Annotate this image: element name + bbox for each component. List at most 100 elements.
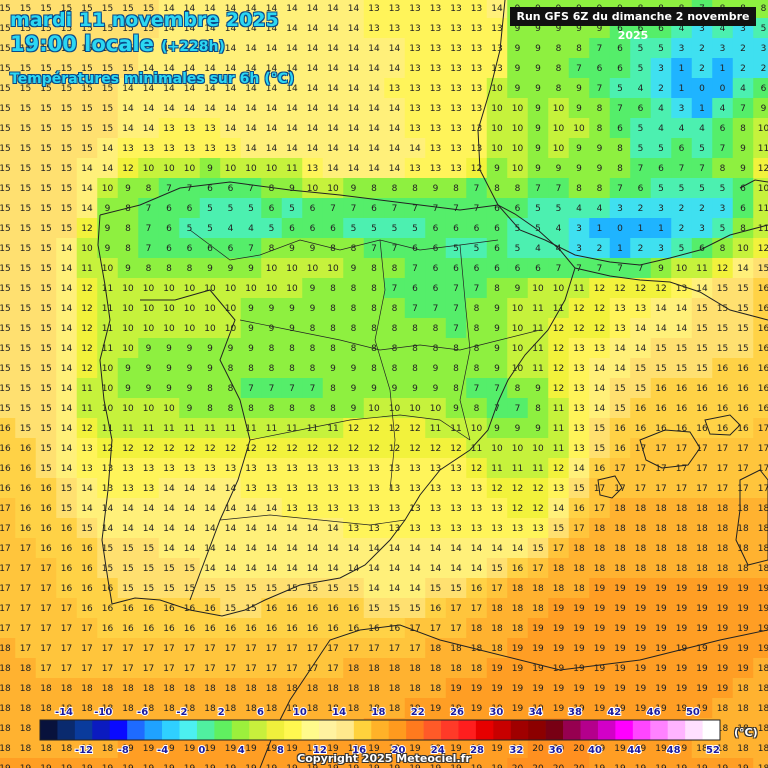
temperature-cell xyxy=(158,218,180,239)
grid-value: 14 xyxy=(245,144,257,154)
grid-value: 17 xyxy=(245,644,256,654)
temperature-cell xyxy=(609,118,631,139)
temperature-cell xyxy=(302,218,324,239)
grid-value: 17 xyxy=(758,464,768,474)
grid-value: 8 xyxy=(269,364,275,374)
grid-value: 11 xyxy=(81,384,92,394)
grid-value: 10 xyxy=(122,284,134,294)
temperature-cell xyxy=(445,98,467,119)
temperature-cell xyxy=(671,218,693,239)
grid-value: 11 xyxy=(512,464,523,474)
grid-value: 18 xyxy=(758,564,768,574)
grid-value: 16 xyxy=(717,424,729,434)
temperature-cell xyxy=(753,98,768,119)
grid-value: 4 xyxy=(720,104,726,114)
grid-value: 10 xyxy=(245,164,257,174)
grid-value: 13 xyxy=(450,84,461,94)
temperature-cell xyxy=(732,238,754,259)
temperature-cell xyxy=(15,138,37,159)
grid-value: 12 xyxy=(553,364,564,374)
temperature-cell xyxy=(712,238,734,259)
grid-value: 17 xyxy=(143,644,154,654)
grid-value: 11 xyxy=(163,424,174,434)
grid-value: 17 xyxy=(40,644,51,654)
grid-value: 9 xyxy=(166,364,172,374)
grid-value: 8 xyxy=(392,344,398,354)
grid-value: 13 xyxy=(225,464,236,474)
grid-value: 18 xyxy=(348,684,360,694)
grid-value: 4 xyxy=(576,204,582,214)
grid-value: 19 xyxy=(573,664,585,674)
grid-value: 17 xyxy=(737,464,748,474)
grid-value: 9 xyxy=(515,284,521,294)
grid-value: 15 xyxy=(20,404,31,414)
grid-value: 5 xyxy=(638,44,644,54)
grid-value: 14 xyxy=(348,64,360,74)
grid-value: 14 xyxy=(61,284,73,294)
temperature-cell xyxy=(425,158,447,179)
temperature-cell xyxy=(0,98,16,119)
grid-value: 8 xyxy=(761,4,767,14)
grid-value: 17 xyxy=(737,484,748,494)
temperature-cell xyxy=(322,158,344,179)
grid-value: 8 xyxy=(269,344,275,354)
temperature-cell xyxy=(15,38,37,59)
grid-value: 19 xyxy=(635,664,647,674)
grid-value: 17 xyxy=(61,624,72,634)
legend-tick-label: -6 xyxy=(137,707,148,718)
legend-swatch xyxy=(441,720,459,740)
grid-value: 14 xyxy=(368,164,380,174)
temperature-cell xyxy=(322,18,344,39)
grid-value: 10 xyxy=(512,344,524,354)
grid-value: 6 xyxy=(412,244,418,254)
temperature-cell xyxy=(97,78,119,99)
grid-value: 1 xyxy=(679,64,685,74)
grid-value: 14 xyxy=(348,44,360,54)
temperature-cell xyxy=(97,118,119,139)
grid-value: 17 xyxy=(20,584,31,594)
grid-value: 16 xyxy=(737,364,749,374)
temperature-cell xyxy=(97,198,119,219)
grid-value: 3 xyxy=(617,204,623,214)
grid-value: 11 xyxy=(430,424,441,434)
grid-value: 10 xyxy=(491,84,503,94)
grid-value: 15 xyxy=(286,584,297,594)
grid-value: 15 xyxy=(40,264,51,274)
grid-value: 4 xyxy=(556,244,562,254)
grid-value: 13 xyxy=(348,484,359,494)
grid-value: 19 xyxy=(512,644,524,654)
temperature-cell xyxy=(220,238,242,259)
temperature-cell xyxy=(76,38,98,59)
grid-value: 14 xyxy=(225,564,237,574)
grid-value: 17 xyxy=(81,664,92,674)
grid-value: 19 xyxy=(758,644,768,654)
grid-value: 10 xyxy=(143,324,155,334)
grid-value: 10 xyxy=(184,164,196,174)
grid-value: 15 xyxy=(0,184,11,194)
grid-value: 16 xyxy=(676,404,688,414)
temperature-cell xyxy=(630,138,652,159)
temperature-cell xyxy=(199,218,221,239)
grid-value: 14 xyxy=(368,104,380,114)
temperature-cell xyxy=(732,198,754,219)
grid-value: 14 xyxy=(286,524,298,534)
grid-value: 15 xyxy=(122,544,133,554)
grid-value: 17 xyxy=(225,664,236,674)
grid-value: 19 xyxy=(737,584,749,594)
grid-value: 13 xyxy=(327,464,338,474)
grid-value: 17 xyxy=(40,664,51,674)
temperature-cell xyxy=(425,198,447,219)
grid-value: 14 xyxy=(327,524,339,534)
temperature-cell xyxy=(671,98,693,119)
grid-value: 16 xyxy=(102,584,114,594)
temperature-cell xyxy=(240,18,262,39)
grid-value: 12 xyxy=(594,324,605,334)
grid-value: 14 xyxy=(409,584,421,594)
grid-value: 11 xyxy=(327,424,338,434)
temperature-cell xyxy=(404,0,426,19)
grid-value: 13 xyxy=(368,524,379,534)
grid-value: 15 xyxy=(40,384,51,394)
grid-value: 15 xyxy=(0,164,11,174)
grid-value: 12 xyxy=(655,284,666,294)
temperature-cell xyxy=(404,218,426,239)
